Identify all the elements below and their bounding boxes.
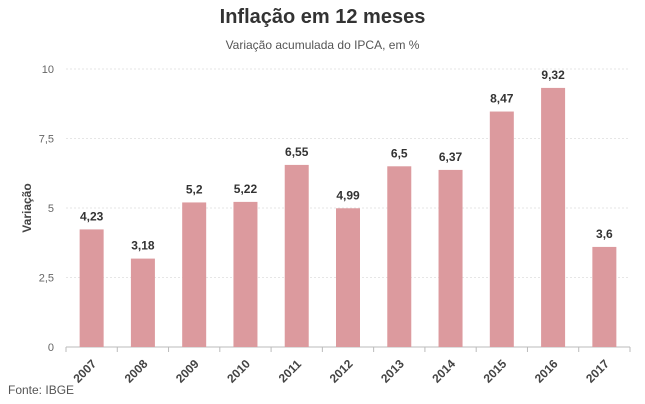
bar-2008 bbox=[130, 258, 155, 347]
x-tick-label-2007: 2007 bbox=[70, 357, 99, 386]
y-tick-label: 7,5 bbox=[39, 134, 54, 146]
data-label-2015: 8,47 bbox=[490, 92, 514, 106]
bars bbox=[79, 87, 617, 348]
x-tick-label-2010: 2010 bbox=[224, 357, 253, 386]
data-labels: 4,23 3,18 5,2 5,22 6,55 4,99 6,5 6,37 8,47 9,32 3,… bbox=[80, 68, 613, 253]
data-label-2013: 6,5 bbox=[391, 146, 408, 160]
data-label-2017: 3,6 bbox=[596, 227, 613, 241]
data-label-2009: 5,2 bbox=[186, 182, 203, 196]
y-tick-label: 5 bbox=[48, 203, 54, 215]
bar-2013 bbox=[387, 166, 412, 347]
data-label-2008: 3,18 bbox=[131, 239, 155, 253]
source-note: Fonte: IBGE bbox=[8, 383, 75, 397]
x-tick-label-2012: 2012 bbox=[327, 357, 356, 386]
bar-2009 bbox=[182, 202, 207, 347]
y-tick-label: 10 bbox=[42, 64, 54, 76]
x-tick-label-2014: 2014 bbox=[429, 357, 458, 386]
x-tick-label-2017: 2017 bbox=[583, 357, 612, 386]
bar-2014 bbox=[438, 169, 463, 347]
bar-2010 bbox=[233, 201, 258, 347]
data-label-2011: 6,55 bbox=[285, 145, 309, 159]
bar-2007 bbox=[79, 229, 104, 347]
chart-title: Inflação em 12 meses bbox=[219, 6, 426, 28]
bar-2011 bbox=[284, 164, 309, 347]
y-tick-label: 2,5 bbox=[39, 273, 54, 285]
data-label-2016: 9,32 bbox=[541, 68, 565, 82]
data-label-2010: 5,22 bbox=[234, 182, 258, 196]
y-tick-label: 0 bbox=[48, 342, 54, 354]
y-axis-ticks: 0 2,5 5 7,5 10 bbox=[39, 64, 54, 354]
data-label-2014: 6,37 bbox=[439, 150, 463, 164]
bar-2017 bbox=[592, 246, 617, 347]
x-axis-ticks: 2007 2008 2009 2010 2011 2012 2013 2014 2015 2016… bbox=[65, 347, 631, 386]
bar-2016 bbox=[541, 87, 566, 348]
x-tick-label-2009: 2009 bbox=[173, 357, 202, 386]
bar-2012 bbox=[336, 208, 360, 347]
x-tick-label-2011: 2011 bbox=[276, 357, 305, 386]
bar-2015 bbox=[489, 111, 514, 347]
x-tick-label-2008: 2008 bbox=[122, 357, 151, 386]
chart-subtitle: Variação acumulada do IPCA, em % bbox=[225, 38, 420, 52]
data-label-2007: 4,23 bbox=[80, 209, 104, 223]
data-label-2012: 4,99 bbox=[336, 188, 360, 202]
y-axis-title: Variação bbox=[20, 183, 34, 232]
x-tick-label-2016: 2016 bbox=[532, 357, 561, 386]
x-tick-label-2015: 2015 bbox=[481, 357, 510, 386]
x-tick-label-2013: 2013 bbox=[378, 357, 407, 386]
